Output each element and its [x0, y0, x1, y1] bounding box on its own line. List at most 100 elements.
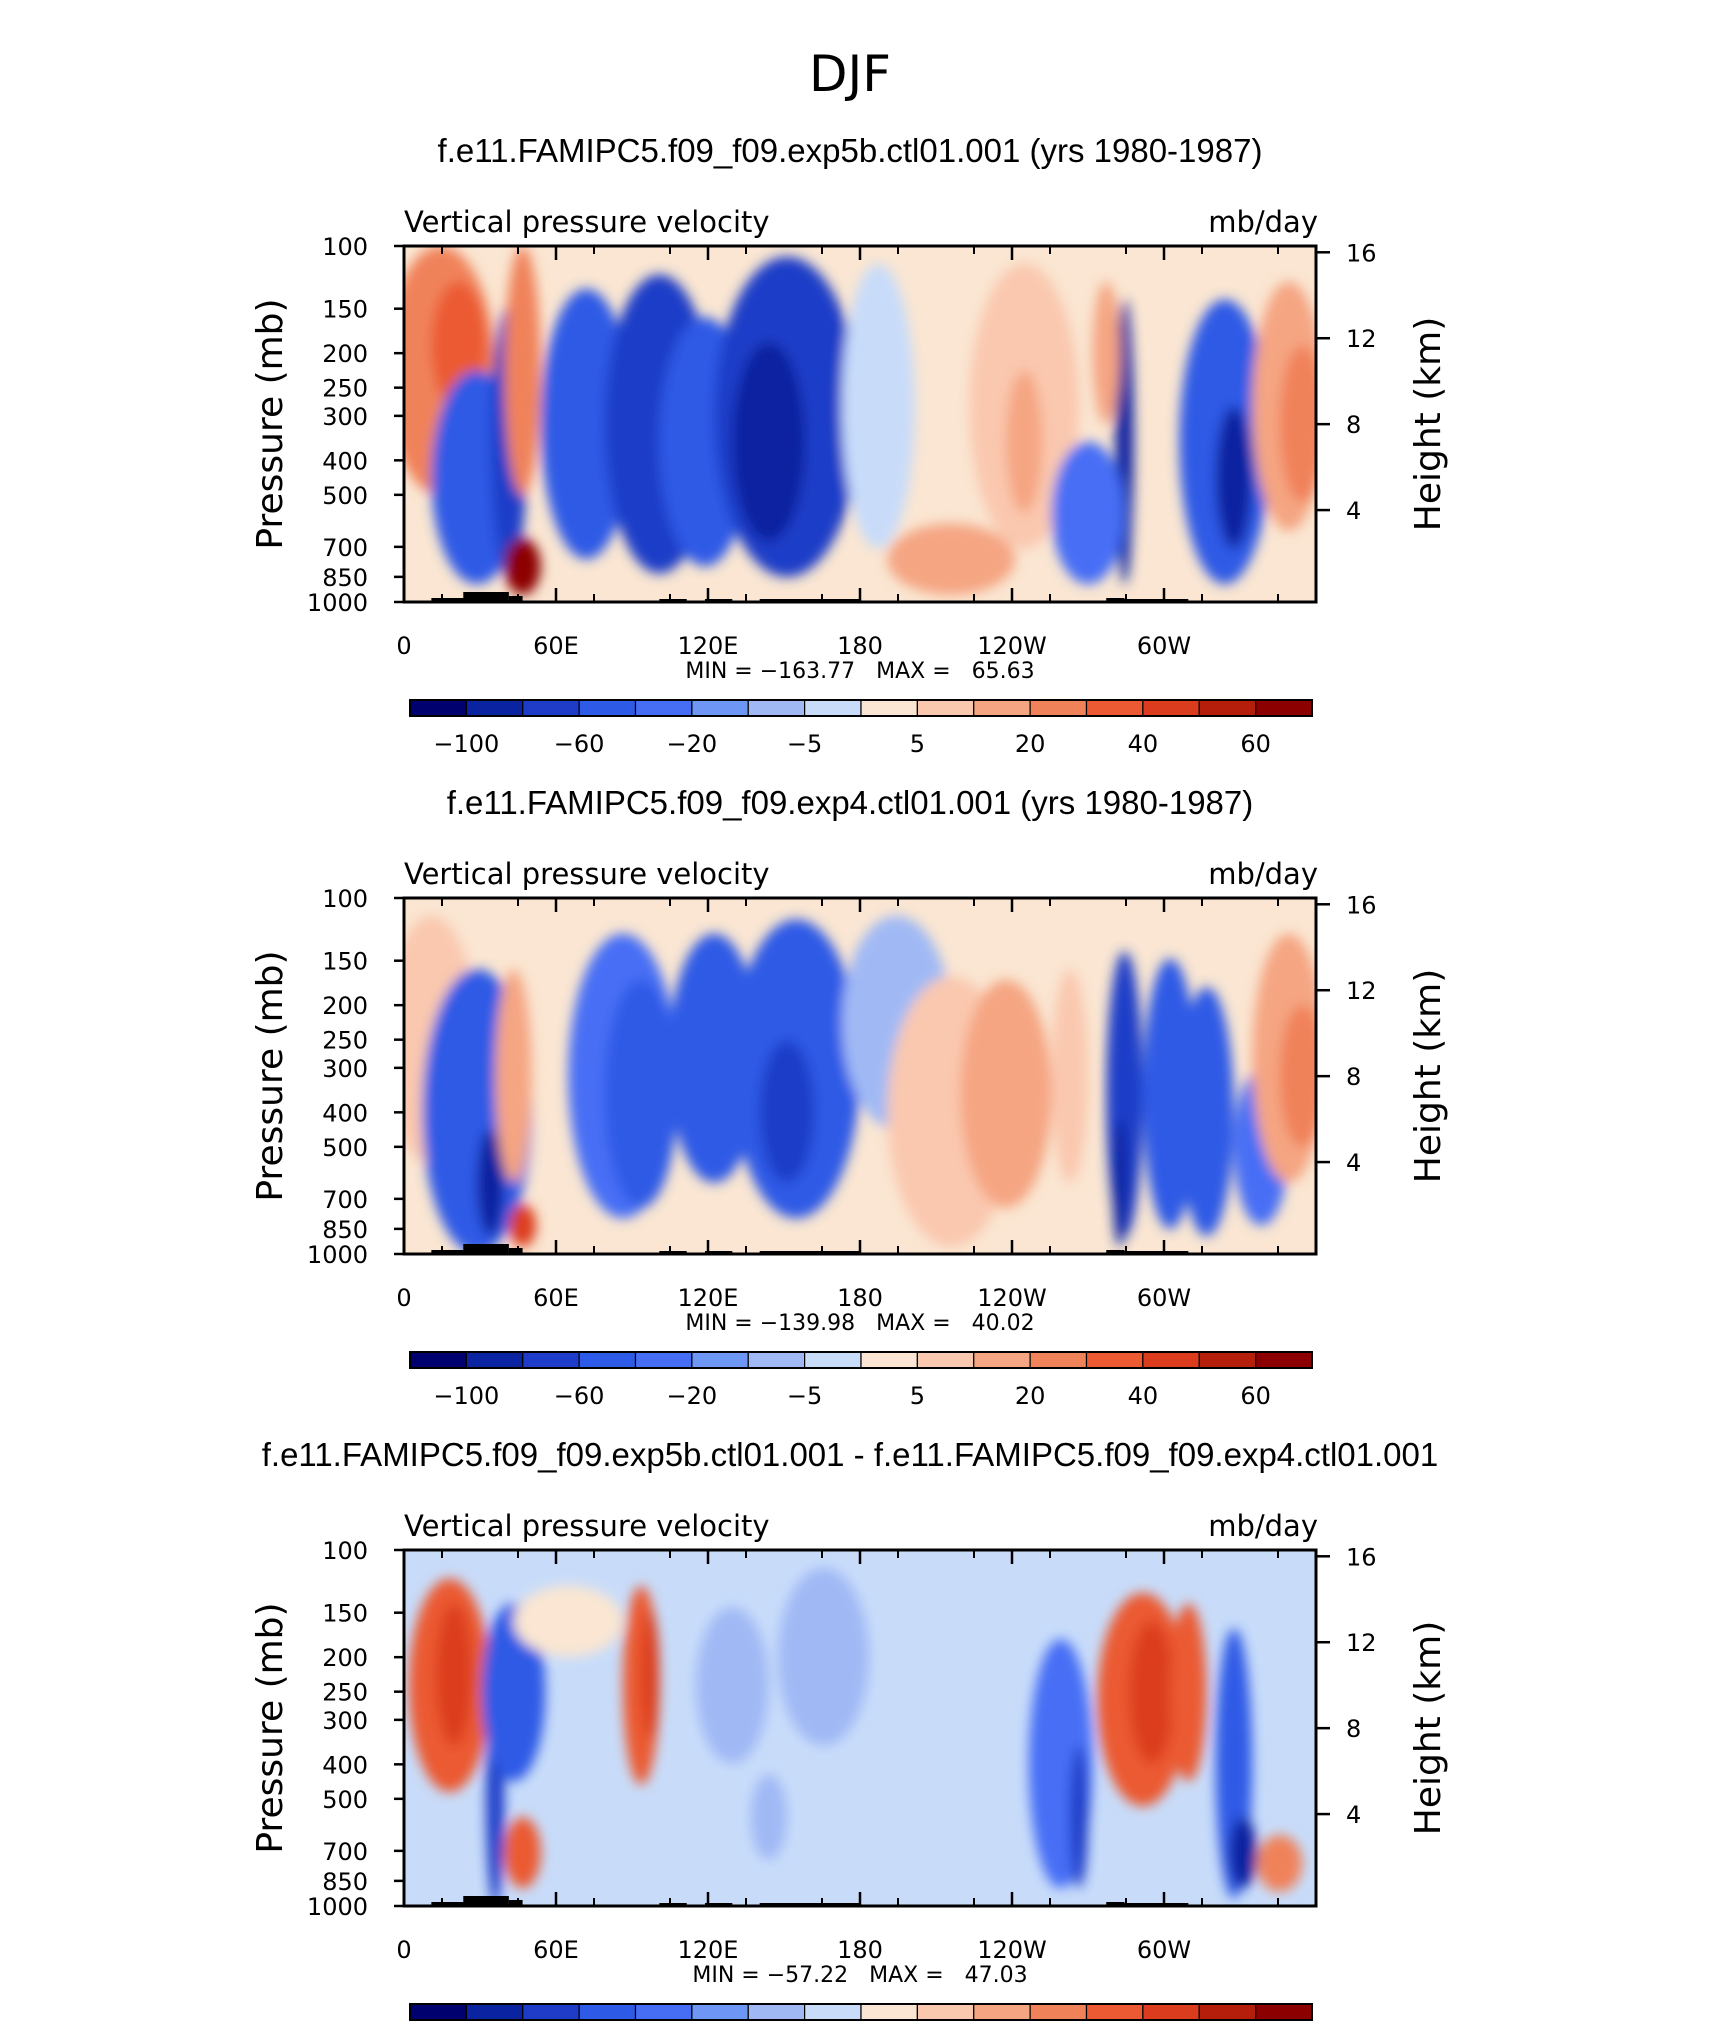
field-cell — [841, 263, 915, 549]
colorbar-swatch — [578, 2003, 637, 2021]
colorbar-swatch — [522, 1351, 580, 1369]
y-tick-label: 150 — [322, 948, 368, 976]
colorbar-label: 60 — [1240, 730, 1271, 758]
left-string: Vertical pressure velocity — [404, 205, 770, 239]
x-tick-label: 120E — [678, 1284, 739, 1312]
topography-segment — [431, 1250, 477, 1254]
field-cell — [435, 1603, 473, 1746]
panels: f.e11.FAMIPC5.f09_f09.exp5b.ctl01.001 (y… — [250, 132, 1449, 2038]
field-cell — [1215, 406, 1253, 549]
panel-title: f.e11.FAMIPC5.f09_f09.exp5b.ctl01.001 - … — [262, 1436, 1439, 1473]
colorbar-swatch — [1142, 699, 1200, 717]
field-cell — [1229, 1817, 1257, 1889]
y-tick-label: 1000 — [307, 589, 368, 617]
colorbar-swatch — [1029, 2003, 1088, 2021]
y2-tick-label: 12 — [1346, 977, 1377, 1005]
colorbar-label: 10 — [958, 2034, 989, 2038]
panel-1: f.e11.FAMIPC5.f09_f09.exp5b.ctl01.001 (y… — [250, 132, 1449, 758]
y-tick-label: 850 — [322, 1216, 368, 1244]
y-tick-label: 500 — [322, 1134, 368, 1162]
colorbar-swatch — [973, 699, 1031, 717]
colorbar-swatch — [465, 1351, 524, 1369]
y-tick-label: 100 — [322, 885, 368, 913]
y2-axis-label: Height (km) — [1408, 969, 1449, 1183]
field-cell — [504, 537, 541, 595]
y-tick-label: 300 — [322, 403, 368, 431]
y2-tick-label: 16 — [1346, 239, 1377, 267]
field-cell — [732, 342, 806, 542]
y-tick-label: 400 — [322, 1751, 368, 1779]
colorbar-swatch — [691, 2003, 749, 2021]
colorbar-label: 40 — [1128, 730, 1159, 758]
colorbar-label: 15 — [1015, 2034, 1046, 2038]
y-tick-label: 1000 — [307, 1241, 368, 1269]
field-cell — [504, 246, 541, 496]
colorbar-swatch — [747, 699, 806, 717]
colorbar-swatch — [916, 1351, 975, 1369]
colorbar-swatch — [1085, 699, 1144, 717]
colorbar-label: 40 — [1128, 1382, 1159, 1410]
colorbar-swatch — [973, 1351, 1031, 1369]
y2-tick-label: 12 — [1346, 325, 1377, 353]
colorbar-swatch — [691, 699, 749, 717]
colorbar-label: −60 — [554, 730, 605, 758]
topography-segment — [431, 1902, 477, 1906]
field-cell — [476, 1129, 505, 1237]
colorbar-swatch — [860, 2003, 918, 2021]
y-tick-label: 700 — [322, 1838, 368, 1866]
y-tick-label: 300 — [322, 1707, 368, 1735]
field-cell — [641, 1610, 660, 1739]
colorbar-label: −40 — [497, 2034, 548, 2038]
colorbar-label: −30 — [554, 2034, 605, 2038]
x-tick-label: 120E — [678, 1936, 739, 1964]
topography-segment — [1106, 1902, 1125, 1906]
colorbar-swatch — [634, 1351, 693, 1369]
right-string: mb/day — [1208, 205, 1318, 239]
x-tick-label: 180 — [837, 1284, 883, 1312]
colorbar-label: 20 — [1015, 730, 1046, 758]
y-tick-label: 150 — [322, 1600, 368, 1628]
right-string: mb/day — [1208, 857, 1318, 891]
field-cell — [887, 523, 1016, 595]
colorbar-swatch — [804, 699, 862, 717]
y-axis-label: Pressure (mb) — [250, 1602, 291, 1853]
y2-axis-label: Height (km) — [1408, 317, 1449, 531]
y-tick-label: 250 — [322, 1027, 368, 1055]
y2-tick-label: 8 — [1346, 1063, 1361, 1091]
colorbar-label: 40 — [1184, 2034, 1215, 2038]
topography-segment — [463, 1896, 509, 1906]
colorbar-swatch — [465, 2003, 524, 2021]
figure-title: DJF — [809, 45, 891, 103]
x-tick-label: 60E — [533, 1936, 579, 1964]
topography-segment — [1106, 1250, 1125, 1254]
colorbar-label: −15 — [667, 2034, 718, 2038]
x-tick-label: 60E — [533, 632, 579, 660]
colorbar-swatch — [578, 1351, 637, 1369]
colorbar-swatch — [1029, 699, 1088, 717]
colorbar-label: 20 — [1071, 2034, 1102, 2038]
field-cell — [1005, 370, 1043, 513]
y-tick-label: 500 — [322, 482, 368, 510]
colorbar-swatch — [1255, 2003, 1313, 2021]
colorbar-swatch — [916, 2003, 975, 2021]
x-tick-label: 180 — [837, 1936, 883, 1964]
field-cell — [604, 979, 678, 1208]
topography-segment — [1106, 598, 1125, 602]
y-tick-label: 200 — [322, 992, 368, 1020]
y-axis-label: Pressure (mb) — [250, 298, 291, 549]
colorbar-label: 30 — [1128, 2034, 1159, 2038]
field-cell — [1129, 1621, 1175, 1764]
topography-segment — [463, 1244, 509, 1254]
colorbar-swatch — [916, 699, 975, 717]
colorbar-label: −20 — [610, 2034, 661, 2038]
x-tick-label: 120W — [977, 1284, 1047, 1312]
colorbar-swatch — [1085, 2003, 1144, 2021]
y-tick-label: 700 — [322, 1186, 368, 1214]
x-tick-label: 120E — [678, 632, 739, 660]
y-tick-label: 250 — [322, 375, 368, 403]
y2-tick-label: 16 — [1346, 1543, 1377, 1571]
y2-axis-label: Height (km) — [1408, 1621, 1449, 1835]
colorbar-swatch — [409, 2003, 467, 2021]
left-string: Vertical pressure velocity — [404, 857, 770, 891]
field-cell — [1051, 441, 1125, 585]
